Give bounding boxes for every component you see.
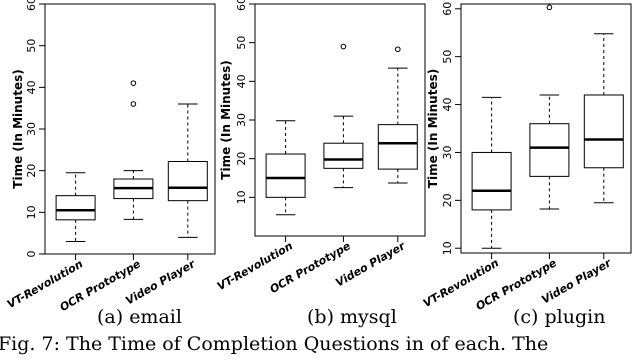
y-tick-label: 20	[441, 193, 454, 207]
y-tick-label: 60	[235, 0, 248, 11]
box	[583, 94, 624, 169]
y-tick-label: 30	[25, 122, 38, 136]
y-tick-label: 50	[25, 39, 38, 53]
subcaption-mysql: (b) mysql	[307, 306, 397, 328]
box	[55, 195, 96, 221]
box	[471, 151, 512, 211]
y-axis-label: Time (In Minutes)	[11, 69, 25, 188]
outlier-point	[395, 46, 401, 53]
y-tick-label: 10	[235, 190, 248, 204]
y-axis-label: Time (In Minutes)	[426, 69, 440, 188]
outlier-point	[130, 101, 137, 107]
outlier-point	[130, 80, 137, 86]
y-tick-label: 40	[441, 98, 454, 112]
plot-frame	[460, 3, 632, 254]
subcaption-email: (a) email	[97, 306, 182, 328]
y-tick-label: 50	[235, 36, 248, 50]
box	[323, 142, 364, 169]
y-axis-label: Time (In Minutes)	[219, 60, 233, 179]
y-tick-label: 30	[235, 113, 248, 127]
y-tick-label: 50	[441, 50, 454, 64]
y-tick-label: 60	[25, 0, 38, 11]
figure-caption-text: Fig. 7: The Time of Completion Questions…	[0, 333, 549, 355]
y-tick-label: 0	[25, 251, 38, 258]
y-tick-label: 20	[235, 152, 248, 166]
plot-frame	[254, 3, 426, 237]
box	[377, 124, 418, 170]
y-tick-label: 20	[25, 164, 38, 178]
y-tick-label: 10	[441, 241, 454, 255]
box	[265, 153, 306, 198]
outlier-point	[340, 43, 347, 50]
y-tick-label: 10	[25, 205, 38, 219]
y-tick-label: 30	[441, 145, 454, 159]
box	[529, 123, 570, 177]
box	[167, 161, 208, 202]
outlier-point	[546, 4, 553, 11]
y-tick-label: 60	[441, 2, 454, 16]
y-tick-label: 40	[25, 80, 38, 94]
figure-caption: Fig. 7: The Time of Completion Questions…	[0, 333, 635, 363]
y-tick-label: 40	[235, 74, 248, 88]
subcaption-plugin: (c) plugin	[513, 306, 606, 328]
